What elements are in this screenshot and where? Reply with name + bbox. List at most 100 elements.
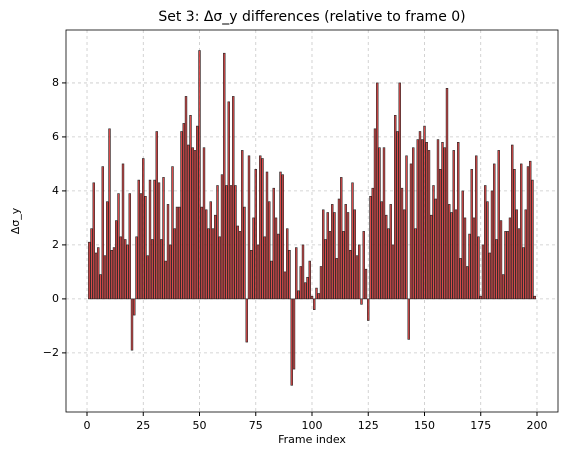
- bar: [367, 298, 370, 321]
- bar: [315, 287, 318, 300]
- bar: [421, 139, 424, 300]
- bar: [205, 209, 208, 300]
- bar: [193, 150, 197, 300]
- bar: [317, 293, 320, 300]
- bar: [306, 276, 309, 300]
- bar: [439, 169, 442, 300]
- bar: [351, 182, 354, 300]
- bar: [409, 163, 413, 300]
- bar: [202, 147, 206, 300]
- bar: [299, 266, 302, 300]
- bar: [297, 290, 300, 300]
- bar: [241, 150, 244, 300]
- bar: [394, 115, 397, 300]
- bar: [162, 177, 165, 300]
- bar: [214, 214, 217, 300]
- bar: [436, 139, 440, 300]
- bar: [308, 260, 311, 300]
- bar: [106, 201, 109, 300]
- y-tick-label: 6: [52, 130, 59, 143]
- bar: [382, 147, 386, 300]
- bar: [103, 255, 107, 300]
- bar: [99, 274, 102, 300]
- bar: [432, 185, 435, 300]
- bar: [175, 206, 179, 300]
- bar: [292, 298, 296, 370]
- plot-frame: [65, 29, 559, 413]
- bar: [531, 179, 534, 300]
- bar: [261, 158, 264, 300]
- bar: [108, 128, 111, 300]
- y-tick-label: 8: [52, 76, 59, 89]
- bar: [126, 244, 129, 300]
- bar: [524, 209, 527, 300]
- bar: [119, 236, 122, 300]
- bar: [448, 204, 451, 300]
- bar: [234, 185, 237, 300]
- bar: [223, 52, 226, 300]
- x-tick-label: 100: [302, 419, 323, 432]
- bar: [182, 123, 185, 300]
- bar: [286, 228, 289, 300]
- bar: [425, 142, 428, 300]
- bar: [430, 214, 433, 300]
- bar: [434, 198, 437, 300]
- bar: [520, 163, 523, 300]
- bar: [232, 96, 235, 300]
- bar: [148, 179, 152, 300]
- bar: [340, 177, 343, 300]
- bar: [418, 131, 422, 300]
- bar: [288, 249, 291, 300]
- y-tick-label: 0: [52, 292, 59, 305]
- bar: [484, 185, 487, 300]
- bar: [463, 217, 467, 300]
- bar: [441, 142, 444, 300]
- bar: [423, 125, 426, 300]
- bar: [97, 247, 100, 300]
- bar: [445, 88, 449, 300]
- bar: [295, 247, 298, 300]
- bar: [270, 260, 273, 300]
- bar: [92, 182, 95, 300]
- bar: [385, 214, 388, 300]
- bar: [400, 187, 404, 300]
- bar: [101, 166, 104, 300]
- bar: [236, 225, 239, 300]
- bar: [495, 239, 498, 300]
- bar: [112, 247, 116, 300]
- bar: [88, 241, 91, 300]
- bar: [247, 155, 251, 300]
- bar: [398, 82, 401, 300]
- bar: [517, 228, 521, 300]
- bar: [209, 201, 212, 300]
- x-tick-label: 25: [136, 419, 150, 432]
- bar: [133, 298, 136, 316]
- bar: [142, 158, 145, 300]
- bar: [326, 212, 329, 300]
- bar: [250, 249, 253, 300]
- bar: [457, 142, 460, 300]
- bar: [328, 231, 332, 300]
- bar: [144, 195, 147, 300]
- bar: [427, 150, 431, 300]
- bar: [130, 298, 134, 351]
- bar: [335, 258, 338, 300]
- x-tick-label: 0: [84, 419, 91, 432]
- bar: [263, 236, 266, 300]
- bar: [508, 217, 512, 300]
- bar: [301, 244, 305, 300]
- bar: [196, 125, 199, 300]
- bar: [310, 295, 314, 300]
- bar: [522, 247, 525, 300]
- bar: [349, 249, 352, 300]
- bar: [151, 239, 154, 300]
- bar: [157, 182, 161, 300]
- bar: [139, 193, 143, 300]
- bar: [166, 204, 170, 300]
- bar: [450, 212, 453, 300]
- bar: [313, 298, 316, 310]
- bar: [173, 228, 176, 300]
- bar: [211, 228, 215, 300]
- bar: [391, 244, 395, 300]
